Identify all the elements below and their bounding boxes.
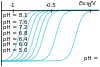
Text: -1: -1 xyxy=(10,3,15,8)
Text: pH = 6.4: pH = 6.4 xyxy=(2,37,27,42)
Text: -0.5: -0.5 xyxy=(46,3,56,8)
Text: pH = 5.0: pH = 5.0 xyxy=(2,48,27,53)
Text: pH = 8.1: pH = 8.1 xyxy=(2,13,27,18)
Text: pH = 7.6: pH = 7.6 xyxy=(2,19,27,25)
Text: pH = 6.0: pH = 6.0 xyxy=(2,42,27,47)
Text: $E_{SCE}$/V: $E_{SCE}$/V xyxy=(78,0,97,8)
Text: 0: 0 xyxy=(88,3,92,8)
Text: pH = 3.2: pH = 3.2 xyxy=(84,56,100,61)
Text: pH = 7.2: pH = 7.2 xyxy=(2,25,27,30)
Text: pH = 6.8: pH = 6.8 xyxy=(2,31,27,36)
